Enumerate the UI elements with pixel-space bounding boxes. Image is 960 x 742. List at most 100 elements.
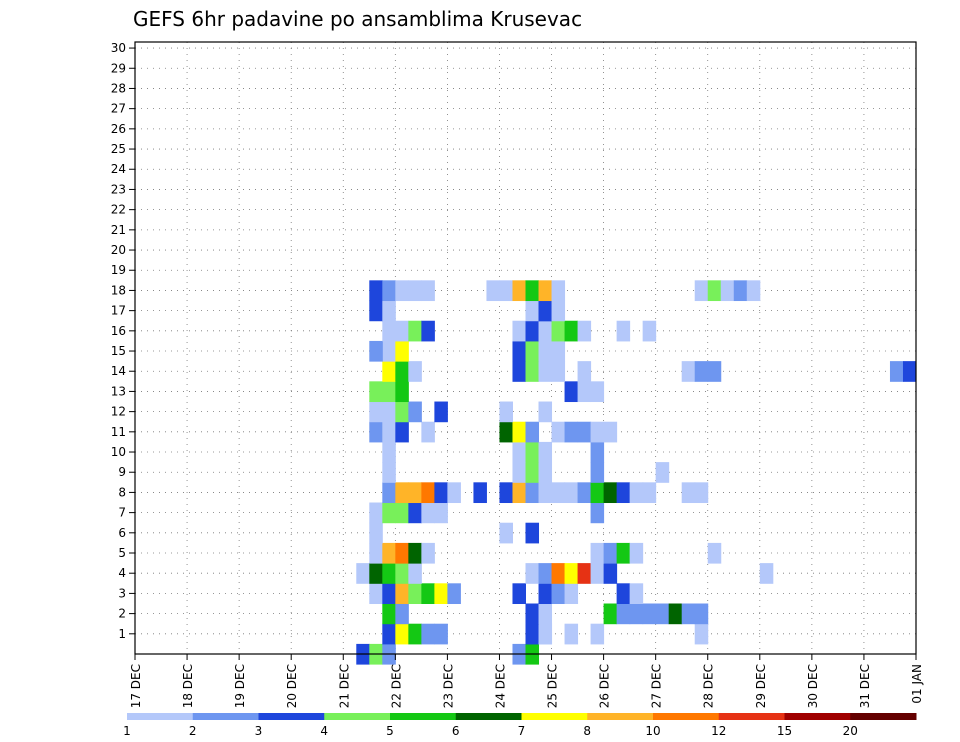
heatmap-cell [382,361,396,382]
heatmap-cell [629,542,644,564]
y-tick-label: 28 [111,81,126,95]
heatmap-cell [577,320,592,342]
legend-label: 12 [711,724,726,738]
legend-label: 5 [386,724,394,738]
x-tick-label: 01 JAN [910,664,924,704]
heatmap-cell [551,563,566,584]
heatmap-cell [551,280,566,302]
plot-frame [134,41,917,655]
heatmap-cell [590,421,605,443]
heatmap-cell [642,603,657,625]
heatmap-cell [369,280,383,302]
heatmap-cell [707,361,722,382]
legend-swatch [324,713,391,720]
heatmap-cell [408,361,422,382]
heatmap-cell [616,320,631,342]
y-tick-label: 17 [111,304,126,318]
heatmap-cell [525,522,540,544]
heatmap-cell [538,623,553,645]
heatmap-cell [551,340,566,362]
heatmap-cell [421,421,435,443]
heatmap-cell [408,482,422,504]
legend-label: 3 [255,724,263,738]
y-tick-label: 22 [111,203,126,217]
legend-label: 15 [777,724,792,738]
heatmap-cell [603,563,618,584]
heatmap-cell [408,623,422,645]
x-tick-label: 19 DEC [233,664,247,708]
x-tick-label: 18 DEC [181,664,195,708]
heatmap-cell [499,522,513,544]
legend-label: 20 [843,724,858,738]
heatmap-cell [759,563,774,584]
heatmap-cell [434,401,448,423]
heatmap-cell [512,280,526,302]
y-tick-label: 27 [111,102,126,116]
heatmap-cell [668,603,683,625]
heatmap-cell [421,502,435,524]
heatmap-cell [603,542,618,564]
legend-label: 10 [645,724,660,738]
y-tick-label: 9 [118,465,126,479]
heatmap-cell [564,320,579,342]
x-tick-label: 21 DEC [337,664,351,708]
heatmap-cell [382,381,396,403]
heatmap-cell [408,563,422,584]
y-tick-label: 8 [118,485,126,499]
y-tick-label: 26 [111,122,126,136]
heatmap-cell [395,280,409,302]
heatmap-cell [551,361,566,382]
heatmap-cell [421,320,435,342]
heatmap-cell [382,462,396,483]
heatmap-cell [382,280,396,302]
legend-swatch [653,713,720,720]
heatmap-cell [642,320,657,342]
heatmap-cell [369,300,383,322]
heatmap-cell [525,361,540,382]
heatmap-cell [382,623,396,645]
heatmap-cell [590,462,605,483]
heatmap-cell [369,542,383,564]
y-tick-label: 10 [111,445,126,459]
heatmap-cell [408,401,422,423]
heatmap-cell [512,482,526,504]
heatmap-cell [512,421,526,443]
heatmap-cell [564,482,579,504]
x-tick-label: 25 DEC [546,664,560,708]
y-tick-label: 15 [111,344,126,358]
heatmap-cell [616,603,631,625]
heatmap-cell [434,502,448,524]
heatmap-cell [512,340,526,362]
heatmap-cell [369,381,383,403]
x-tick-label: 24 DEC [493,664,507,708]
heatmap-cell [369,421,383,443]
heatmap-cell [447,583,461,605]
heatmap-cell [486,280,500,302]
heatmap-cell [642,482,657,504]
heatmap-cell [512,583,526,605]
heatmap-cell [564,563,579,584]
y-axis: 1234567891011121314151617181920212223242… [111,41,135,641]
heatmap-cell [473,482,487,504]
heatmap-cell [525,462,540,483]
legend-swatch [850,713,917,720]
heatmap-cell [525,603,540,625]
heatmap-cell [655,603,670,625]
heatmap-cell [538,320,553,342]
y-tick-label: 2 [118,607,126,621]
heatmap-cell [395,583,409,605]
heatmap-cell [590,502,605,524]
heatmap-cell [395,401,409,423]
heatmap-cell [408,583,422,605]
heatmap-cell [525,280,540,302]
y-tick-label: 18 [111,283,126,297]
heatmap-cell [694,603,709,625]
legend-swatch [718,713,785,720]
heatmap-cell [577,361,592,382]
heatmap-cell [590,542,605,564]
heatmap-cell [681,603,696,625]
heatmap-cell [395,502,409,524]
heatmap-cell [538,563,553,584]
heatmap-cell [395,361,409,382]
